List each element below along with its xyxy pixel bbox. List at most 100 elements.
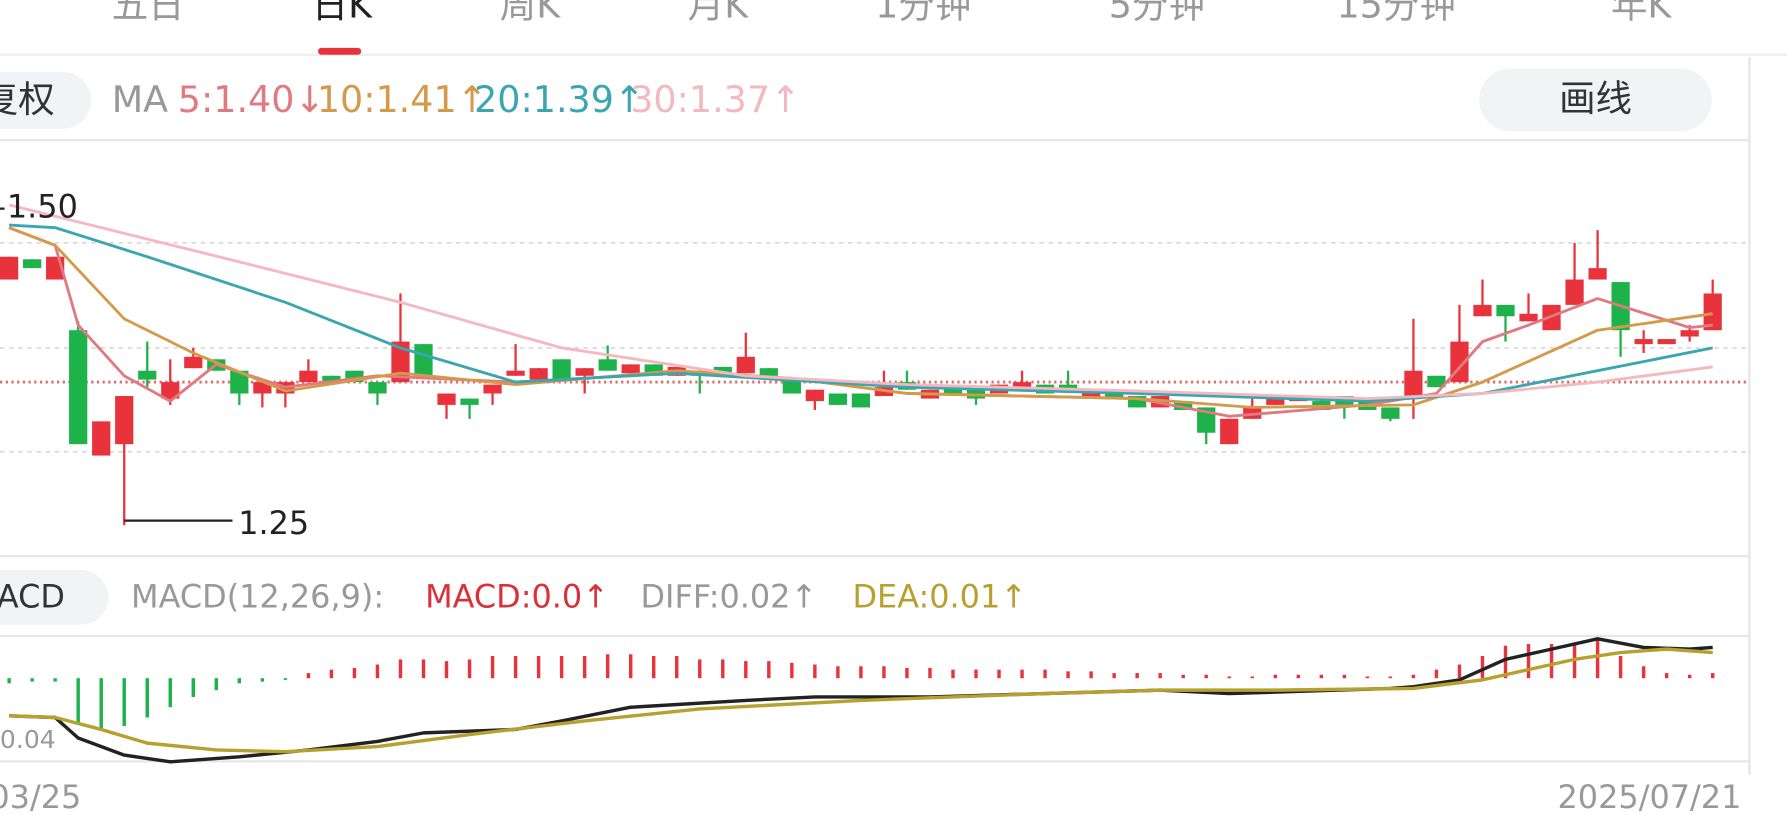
candle-body	[299, 370, 318, 383]
draw-button[interactable]	[1479, 68, 1712, 132]
tab[interactable]: 年K	[1611, 0, 1672, 26]
macd-bar	[1687, 674, 1692, 679]
macd-bar	[513, 655, 518, 679]
candle-body	[1012, 382, 1032, 390]
macd-bar	[1135, 673, 1139, 679]
candle-body	[644, 364, 663, 376]
candle-body	[621, 364, 640, 374]
indicator-button[interactable]	[0, 569, 109, 625]
candle-body	[598, 359, 617, 371]
macd-bar	[352, 667, 357, 679]
macd-value: DIFF:0.02↑	[640, 577, 817, 615]
tab[interactable]: 1分钟	[875, 0, 971, 26]
candle-body	[1703, 293, 1722, 331]
macd-bar	[836, 666, 840, 679]
macd-bar	[859, 666, 863, 679]
macd-bar	[30, 678, 34, 682]
macd-bar	[628, 654, 633, 679]
macd-bar	[536, 655, 541, 679]
candle-body	[1105, 390, 1124, 399]
macd-bar	[744, 661, 748, 679]
macd-bar	[398, 659, 403, 679]
candle-body	[437, 393, 456, 405]
macd-bar	[1066, 671, 1070, 679]
macd-bar	[767, 661, 771, 679]
macd-bar	[375, 664, 380, 679]
macd-bar	[421, 659, 426, 679]
diff-line	[9, 637, 1713, 764]
macd-bar	[191, 678, 195, 697]
ma-value: 10:1.41↑	[317, 78, 487, 121]
candle-body	[713, 366, 732, 374]
macd-bar	[1618, 655, 1623, 679]
macd-bar	[1457, 664, 1462, 679]
macd-bar	[951, 669, 955, 679]
candle-body	[943, 387, 963, 394]
candle-body	[1404, 370, 1423, 397]
macd-bar	[1181, 674, 1185, 679]
macd-bar	[605, 654, 610, 679]
macd-bar	[1480, 655, 1485, 679]
candle-body	[805, 389, 824, 402]
ma-value: 30:1.37↑	[630, 78, 800, 121]
candle-body	[161, 382, 180, 399]
low-label: 1.25	[238, 504, 309, 542]
candle-body	[1381, 407, 1400, 419]
tab[interactable]: 5分钟	[1109, 0, 1205, 26]
candle-body	[1657, 339, 1676, 345]
macd-bar	[1342, 674, 1347, 679]
macd-bar	[1526, 644, 1531, 679]
candle-body	[1680, 330, 1699, 337]
macd-bar	[53, 678, 57, 682]
ma-label: MA	[112, 78, 168, 121]
macd-bar	[1388, 676, 1393, 679]
macd-bar	[306, 673, 311, 679]
tab[interactable]: 周K	[500, 0, 561, 26]
macd-bar	[1595, 638, 1600, 679]
macd-bar	[260, 678, 265, 682]
high-label: 1.50	[7, 188, 78, 226]
candle-body	[483, 384, 502, 394]
macd-bar	[467, 659, 472, 679]
macd-value: DEA:0.01↑	[852, 577, 1027, 615]
candle-body	[1174, 401, 1193, 410]
macd-bar	[1250, 676, 1254, 679]
candle-body	[184, 356, 203, 369]
candle-body	[1082, 390, 1101, 399]
adjust-button[interactable]	[0, 71, 92, 129]
indicator-label[interactable]: MACD	[0, 577, 65, 615]
tab[interactable]: 五日	[112, 0, 185, 26]
macd-bar	[7, 678, 11, 684]
tab[interactable]: 15分钟	[1336, 0, 1455, 26]
macd-bar	[1664, 673, 1669, 679]
macd-bar	[237, 678, 242, 684]
macd-params: MACD(12,26,9):	[131, 577, 384, 615]
tab[interactable]: 日K	[312, 0, 373, 26]
macd-axis-label: -0.04	[0, 725, 56, 754]
candle-body	[1128, 396, 1147, 408]
candle-body	[253, 382, 272, 394]
macd-bar	[1503, 645, 1508, 679]
macd-bar	[997, 669, 1001, 679]
adjust-label[interactable]: 复权	[0, 78, 55, 121]
candle-body	[23, 259, 42, 269]
candle-body	[92, 421, 111, 456]
draw-button-label[interactable]: 画线	[1559, 77, 1632, 120]
candle-body	[1220, 418, 1239, 445]
macd-bar	[928, 667, 932, 679]
macd-bar	[1710, 673, 1715, 679]
tab[interactable]: 月K	[688, 0, 749, 26]
macd-bar	[444, 661, 449, 679]
macd-bar	[974, 669, 978, 679]
candle-body	[1588, 268, 1607, 280]
macd-bar	[1434, 669, 1439, 679]
macd-value: MACD:0.0↑	[425, 577, 609, 615]
candle-body	[460, 398, 479, 405]
macd-bar	[99, 678, 103, 730]
macd-bar	[1227, 676, 1231, 679]
candle-body	[391, 341, 410, 383]
candle-body	[828, 393, 848, 405]
macd-bar	[76, 678, 80, 725]
start-date: 2025/03/25	[0, 778, 81, 815]
macd-bar	[168, 678, 172, 708]
